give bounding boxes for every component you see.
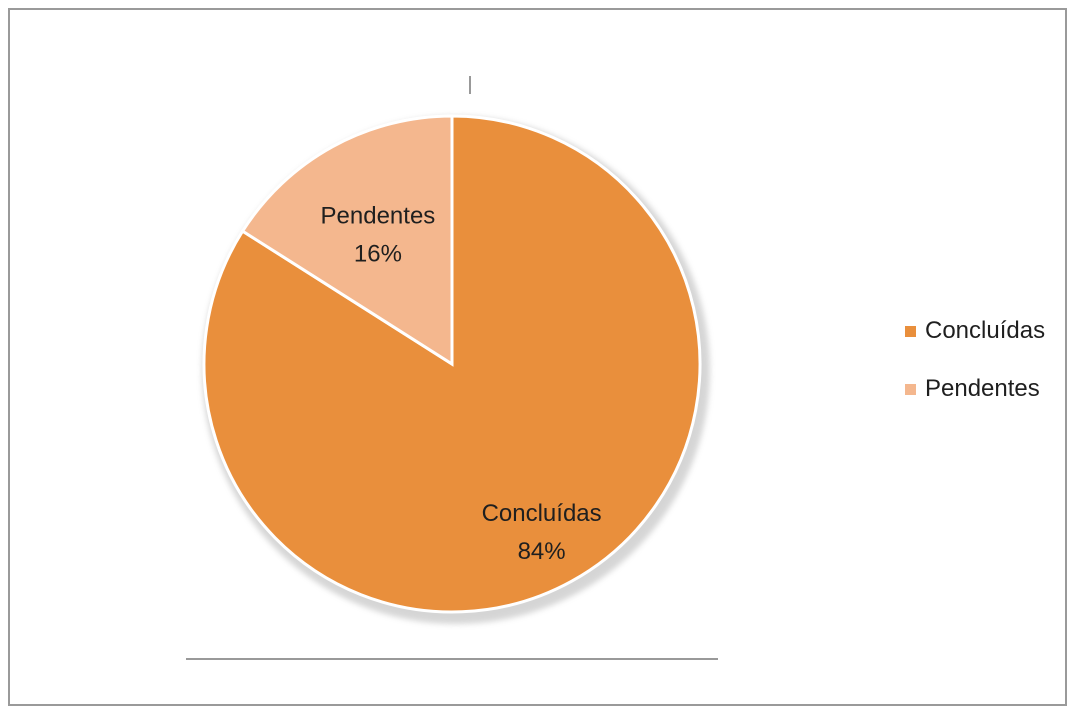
chart-legend: Concluídas Pendentes — [905, 317, 1046, 434]
legend-swatch-concluidas — [905, 325, 916, 337]
pie-slice-pendentes — [240, 114, 454, 367]
legend-item-concluidas: Concluídas — [905, 317, 1046, 344]
slice-label-concluidas: Concluídas — [482, 500, 602, 527]
slice-percent-concluidas: 84% — [518, 538, 566, 565]
legend-item-pendentes: Pendentes — [905, 375, 1045, 402]
legend-label-pendentes: Pendentes — [925, 375, 1040, 402]
slice-label-pendentes: Pendentes — [321, 202, 436, 229]
legend-label-concluidas: Concluídas — [925, 317, 1046, 344]
legend-swatch-pendentes — [905, 383, 916, 395]
slice-percent-pendentes: 16% — [354, 240, 402, 267]
